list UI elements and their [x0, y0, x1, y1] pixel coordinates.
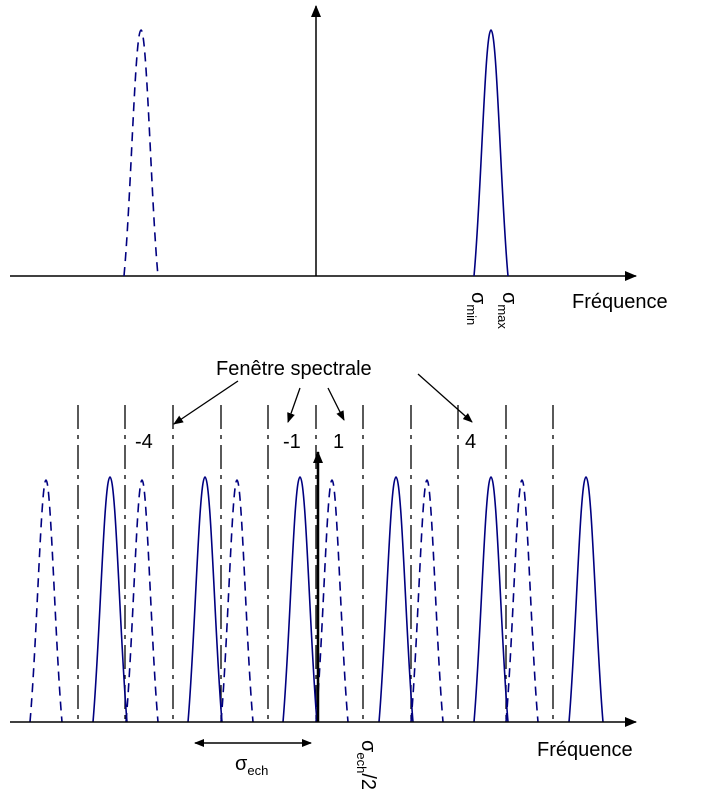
top-plot: Fréquence σmin σmax [10, 5, 668, 329]
window-pointer-arrows [173, 373, 473, 425]
window-number-minus4: -4 [135, 431, 153, 453]
top-peak-signal [473, 29, 509, 277]
sigma-ech-label: σech [235, 753, 268, 778]
sigma-ech-half-label: σech/2 [354, 740, 379, 790]
window-number-1: 1 [333, 431, 344, 453]
bottom-plot: Fréquence Fenêtre spectrale -4 -1 1 4 σe… [10, 358, 637, 790]
window-label: Fenêtre spectrale [216, 358, 372, 380]
top-axis-label: Fréquence [572, 291, 668, 313]
window-number-minus1: -1 [283, 431, 301, 453]
window-number-4: 4 [465, 431, 476, 453]
top-peak-mirror [123, 29, 159, 277]
mirror-replicas [29, 479, 539, 723]
sigma-max-label: σmax [495, 292, 520, 329]
signal-replicas [92, 476, 604, 723]
bottom-axis-label: Fréquence [537, 739, 633, 761]
sigma-min-label: σmin [464, 292, 489, 325]
